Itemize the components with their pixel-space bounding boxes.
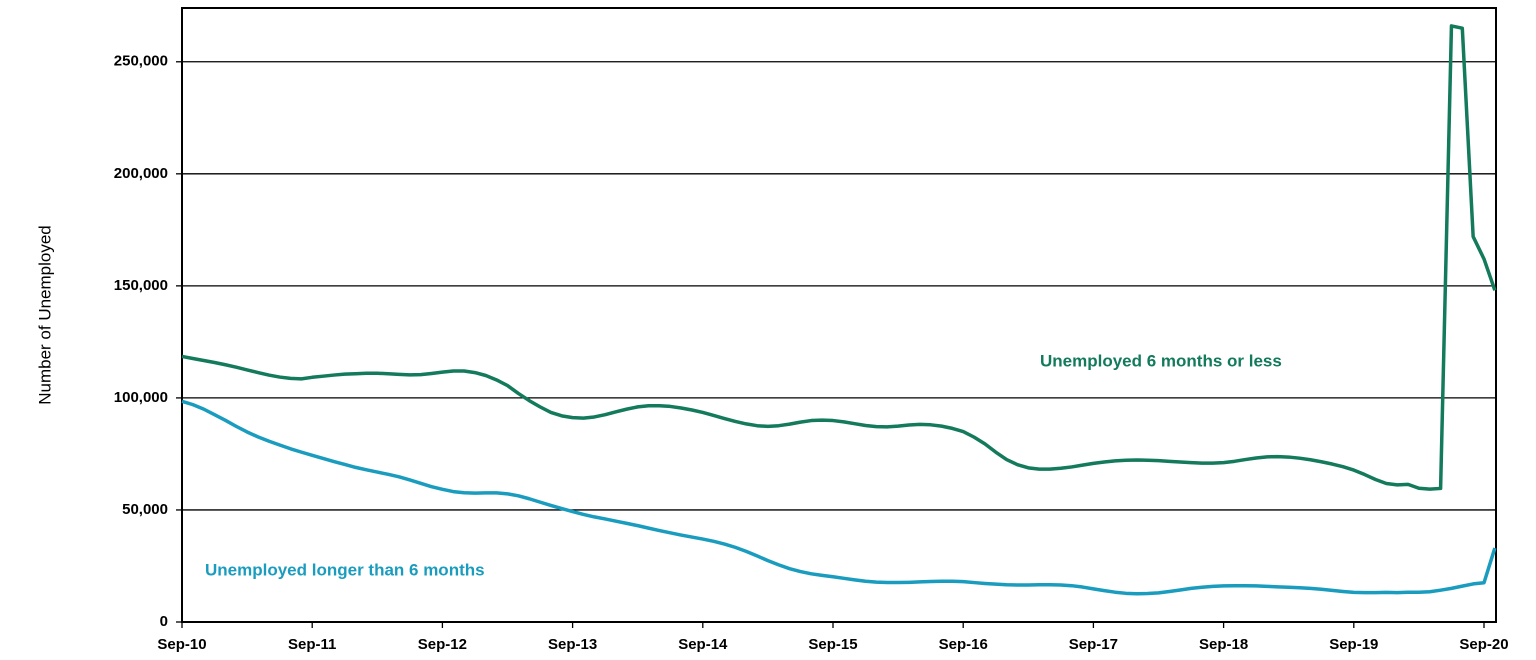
- x-tick-label: Sep-12: [418, 636, 467, 653]
- series-line: [181, 24, 1497, 491]
- plot-frame: [181, 7, 1497, 623]
- x-tick-label: Sep-14: [678, 636, 728, 653]
- x-tick-label: Sep-13: [548, 636, 597, 653]
- x-tick-label: Sep-20: [1459, 636, 1508, 653]
- y-axis-title: Number of Unemployed: [35, 225, 54, 405]
- x-tick-label: Sep-16: [939, 636, 988, 653]
- y-tick-label: 0: [160, 613, 168, 630]
- y-tick-label: 250,000: [114, 53, 168, 70]
- y-tick-label: 50,000: [122, 501, 168, 518]
- x-tick-label: Sep-18: [1199, 636, 1248, 653]
- x-tick-label: Sep-10: [157, 636, 206, 653]
- x-tick-label: Sep-11: [288, 636, 336, 653]
- x-tick-label: Sep-19: [1329, 636, 1378, 653]
- x-tick-label: Sep-17: [1069, 636, 1118, 653]
- series-label: Unemployed 6 months or less: [1040, 351, 1282, 370]
- series-line: [181, 399, 1497, 596]
- y-tick-label: 150,000: [114, 277, 168, 294]
- y-tick-label: 200,000: [114, 165, 168, 182]
- x-tick-label: Sep-15: [808, 636, 857, 653]
- series-label: Unemployed longer than 6 months: [205, 560, 485, 579]
- y-tick-label: 100,000: [114, 389, 168, 406]
